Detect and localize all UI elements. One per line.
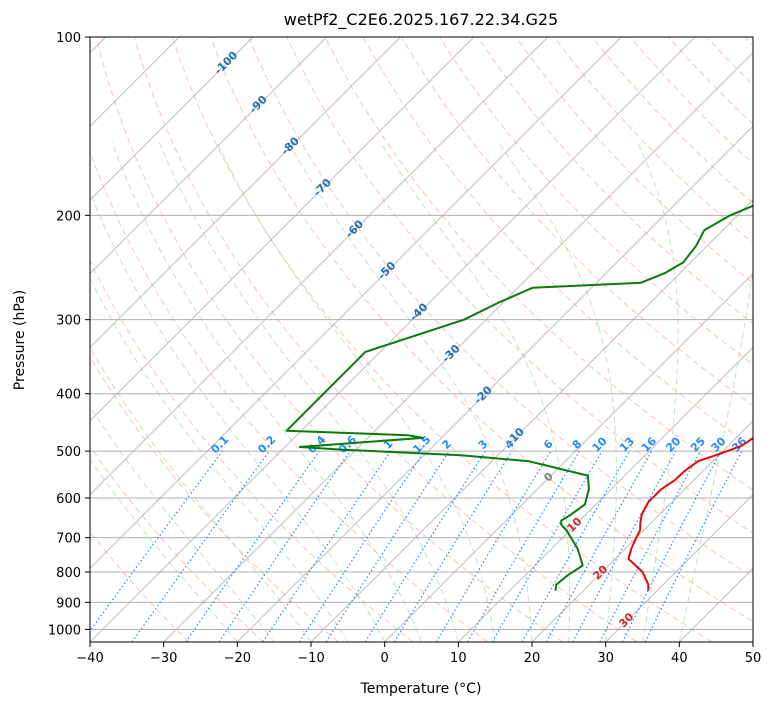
y-tick-label: 100 xyxy=(56,31,81,46)
x-tick-label: 20 xyxy=(524,651,541,666)
skew-isotherm xyxy=(237,125,753,642)
y-tick-label: 200 xyxy=(56,209,81,224)
x-tick-label: −10 xyxy=(297,651,324,666)
dry-adiabat xyxy=(515,37,753,284)
skew-isotherm xyxy=(458,346,753,642)
dry-adiabat xyxy=(95,37,563,642)
dry-adiabat xyxy=(90,356,339,642)
dry-adiabats xyxy=(90,37,753,642)
dry-adiabat xyxy=(324,37,753,491)
dry-adiabat xyxy=(210,37,753,623)
x-tick-label: 0 xyxy=(381,651,389,666)
mixing-ratio-line xyxy=(131,450,270,642)
y-tick-label: 300 xyxy=(56,314,81,329)
skew-isotherm xyxy=(90,37,401,348)
chart-title: wetPf2_C2E6.2025.167.22.34.G25 xyxy=(284,10,558,30)
y-axis-label: Pressure (hPa) xyxy=(12,290,28,390)
y-tick-label: 800 xyxy=(56,566,81,581)
mixing-ratio-line xyxy=(262,450,392,642)
x-tick-label: 10 xyxy=(450,651,467,666)
mixing-ratio-line xyxy=(572,450,677,642)
y-tick-label: 500 xyxy=(56,445,81,460)
dry-adiabat xyxy=(248,37,753,578)
skew-isotherm xyxy=(605,494,753,642)
mixing-ratio-line xyxy=(644,450,743,642)
x-tick-label: −30 xyxy=(150,651,177,666)
mixing-ratio-line xyxy=(218,450,351,642)
dry-adiabat xyxy=(133,37,638,642)
dry-adiabat xyxy=(286,37,753,534)
dry-adiabat xyxy=(90,445,264,642)
mixing-ratio-lines xyxy=(90,450,743,642)
mixing-ratio-line xyxy=(545,450,653,642)
skew-isotherm xyxy=(90,37,327,275)
x-tick-label: −40 xyxy=(76,651,103,666)
mixing-ratio-line xyxy=(521,450,631,642)
x-tick-label: 50 xyxy=(745,651,762,666)
temperature-line xyxy=(627,436,753,591)
x-axis: −40 −30 −20 −10 0 10 20 30 40 50 xyxy=(76,642,761,666)
y-tick-label: 600 xyxy=(56,492,81,507)
y-tick-label: 1000 xyxy=(48,623,81,638)
dry-adiabat xyxy=(90,259,414,642)
y-tick-label: 900 xyxy=(56,596,81,611)
mixing-ratio-line xyxy=(185,450,320,642)
x-tick-label: 30 xyxy=(597,651,614,666)
x-tick-label: 40 xyxy=(671,651,688,666)
y-tick-label: 400 xyxy=(56,388,81,403)
y-axis: 1000 900 800 700 600 500 400 300 200 100 xyxy=(48,31,90,638)
mixing-ratio-line xyxy=(325,450,450,642)
dry-adiabat xyxy=(171,37,712,642)
plot-frame xyxy=(89,36,754,643)
skew-isotherm xyxy=(90,37,475,422)
skew-isotherm xyxy=(90,37,254,201)
x-tick-label: −20 xyxy=(224,651,251,666)
mixing-ratio-line xyxy=(90,450,223,632)
y-tick-label: 700 xyxy=(56,532,81,547)
mixing-ratio-line xyxy=(393,450,513,642)
skew-isotherm xyxy=(531,420,753,642)
skew-isotherm xyxy=(384,273,753,642)
mixing-ratio-line xyxy=(298,450,425,642)
dewpoint-line xyxy=(285,204,753,591)
skew-isotherm xyxy=(90,37,622,569)
skew-isotherm xyxy=(90,37,548,496)
skew-isotherm xyxy=(90,37,696,642)
sounding-lines xyxy=(285,204,753,591)
skew-isotherms xyxy=(90,37,753,642)
skew-isotherm xyxy=(163,52,753,642)
x-axis-label: Temperature (°C) xyxy=(360,681,482,697)
skew-isotherm xyxy=(310,199,753,642)
